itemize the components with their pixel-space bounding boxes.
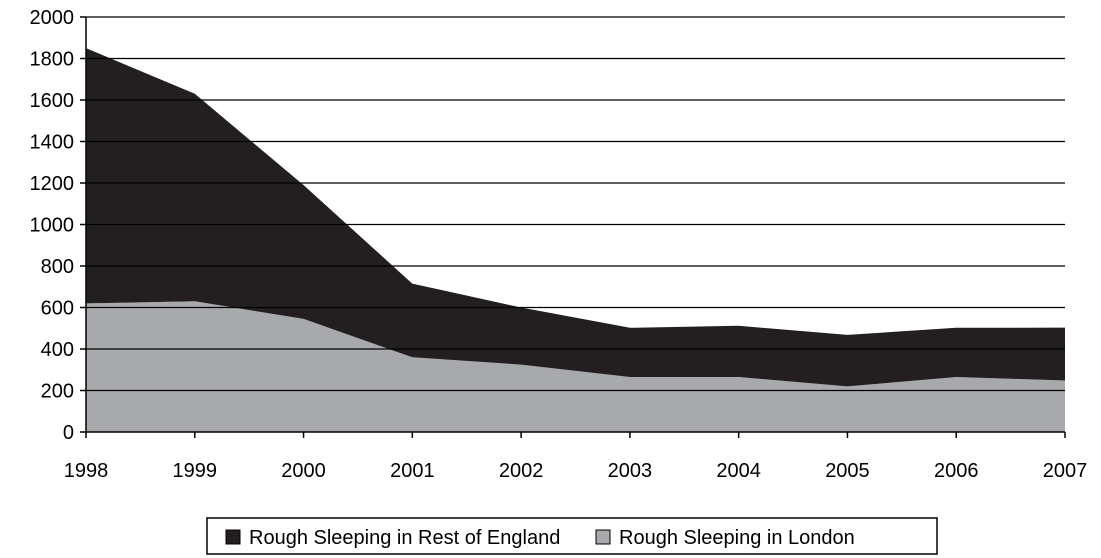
legend-label-rest-of-england: Rough Sleeping in Rest of England <box>249 527 560 549</box>
axes <box>85 17 1066 438</box>
area-rough-sleeping-in-london <box>86 301 1065 432</box>
x-tick-label-2000: 2000 <box>281 460 326 482</box>
legend-box <box>206 517 938 555</box>
y-tick-label-1200: 1200 <box>30 173 75 195</box>
y-tick-label-2000: 2000 <box>30 7 75 29</box>
y-axis-tick-labels: 0 200 400 600 800 1000 1200 1400 1600 1800 2000 <box>30 7 75 444</box>
x-tick-label-1998: 1998 <box>64 460 109 482</box>
y-tick-label-1400: 1400 <box>30 132 75 154</box>
y-tick-label-1600: 1600 <box>30 90 75 112</box>
y-tick-label-1000: 1000 <box>30 215 75 237</box>
x-axis-tick-labels: 1998 1999 2000 2001 2002 2003 2004 2005 2006 2007 <box>64 460 1088 482</box>
x-tick-label-2003: 2003 <box>608 460 653 482</box>
y-tick-label-0: 0 <box>63 422 74 444</box>
gridlines <box>80 16 1065 433</box>
x-tick-label-2006: 2006 <box>934 460 979 482</box>
x-tick-label-2001: 2001 <box>390 460 435 482</box>
x-tick-label-2004: 2004 <box>716 460 761 482</box>
y-tick-label-400: 400 <box>41 339 74 361</box>
x-tick-label-2002: 2002 <box>499 460 544 482</box>
y-tick-label-600: 600 <box>41 298 74 320</box>
area-series <box>86 48 1065 432</box>
y-tick-label-800: 800 <box>41 256 74 278</box>
legend: Rough Sleeping in Rest of England Rough … <box>206 517 938 555</box>
y-tick-label-200: 200 <box>41 381 74 403</box>
legend-swatch-rest-of-england <box>225 529 241 545</box>
x-tick-label-1999: 1999 <box>173 460 218 482</box>
x-tick-label-2007: 2007 <box>1043 460 1088 482</box>
legend-label-london: Rough Sleeping in London <box>619 527 855 549</box>
y-tick-label-1800: 1800 <box>30 49 75 71</box>
area-rough-sleeping-in-rest-of-england <box>86 48 1065 387</box>
x-tick-label-2005: 2005 <box>825 460 870 482</box>
legend-swatch-london <box>595 529 611 545</box>
